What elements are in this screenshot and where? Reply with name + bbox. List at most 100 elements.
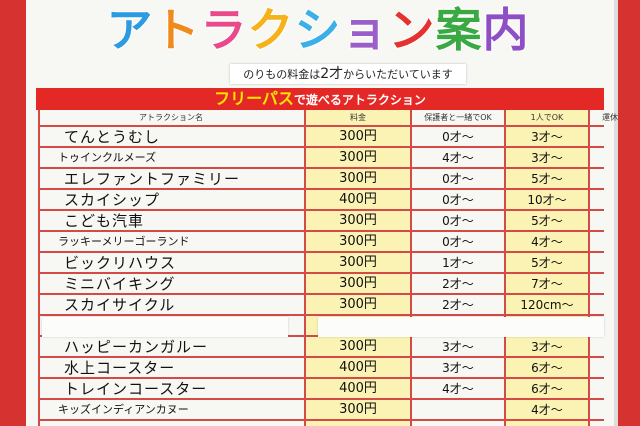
free-pass-label: フリーパス bbox=[214, 89, 294, 108]
table-row: スカイサイクル 300円 2才～ 120cm～ bbox=[38, 295, 604, 316]
fare-note-pre: のりもの料金は bbox=[243, 68, 321, 81]
title-char: ト bbox=[153, 2, 201, 58]
board-frame-shadow bbox=[614, 0, 618, 426]
attraction-price: 300円 bbox=[339, 297, 377, 312]
attraction-price: 300円 bbox=[339, 276, 377, 291]
attraction-price: 300円 bbox=[339, 339, 377, 354]
covered-row-patch bbox=[42, 317, 288, 337]
attraction-alone-age: 120cm～ bbox=[520, 298, 574, 312]
attraction-guardian-age: 2才～ bbox=[442, 298, 474, 312]
attraction-alone-age: 6才～ bbox=[531, 361, 563, 375]
attraction-alone-age: 7才～ bbox=[531, 277, 563, 291]
header-name: アトラクション名 bbox=[139, 113, 203, 122]
free-pass-caption: で遊べるアトラクション bbox=[293, 93, 426, 107]
attraction-name: トレインコースター bbox=[64, 380, 208, 398]
board-title: アトラクション案内 bbox=[88, 2, 548, 58]
attraction-guardian-age: 4才～ bbox=[442, 382, 474, 396]
attraction-alone-age: 4才～ bbox=[531, 403, 563, 417]
attraction-guardian-age: 1才～ bbox=[442, 256, 474, 270]
header-alone: 1人でOK bbox=[530, 113, 564, 122]
grid-line bbox=[304, 110, 306, 426]
attraction-name: スカイサイクル bbox=[64, 296, 176, 314]
covered-row-patch bbox=[318, 317, 604, 337]
table-row: ハッピーカンガルー 300円 3才～ 3才～ bbox=[38, 337, 604, 358]
attraction-price: 300円 bbox=[339, 171, 377, 186]
alone-column-bg bbox=[506, 110, 590, 426]
attraction-alone-age: 6才～ bbox=[531, 382, 563, 396]
title-char: ク bbox=[247, 2, 295, 58]
title-char: ョ bbox=[341, 2, 389, 58]
title-char: ン bbox=[388, 2, 436, 58]
attraction-guardian-age bbox=[412, 400, 504, 420]
table-row: 水上コースター 400円 3才～ 6才～ bbox=[38, 358, 604, 379]
board-frame-left bbox=[0, 0, 26, 426]
table-row: エレファントファミリー 300円 0才～ 5才～ bbox=[38, 169, 604, 190]
attraction-name: エレファントファミリー bbox=[64, 170, 241, 188]
fare-note-age: 2才 bbox=[320, 66, 344, 82]
fare-note-post: からいただいています bbox=[343, 68, 453, 81]
attraction-alone-age: 4才～ bbox=[531, 235, 563, 249]
attraction-name: キッズインディアンカヌー bbox=[58, 403, 189, 416]
attraction-guardian-age: 4才～ bbox=[442, 151, 474, 165]
table-row: トレインコースター 400円 4才～ 6才～ bbox=[38, 379, 604, 400]
attraction-guardian-age: 0才～ bbox=[442, 235, 474, 249]
attraction-guardian-age: 3才～ bbox=[442, 340, 474, 354]
attraction-alone-age: 10才～ bbox=[527, 193, 567, 207]
attraction-name: ハッピーカンガルー bbox=[64, 338, 209, 356]
attraction-name: 水上コースター bbox=[64, 359, 176, 377]
header-guardian: 保護者と一緒でOK bbox=[424, 113, 492, 122]
table-row: こども汽車 300円 0才～ 5才～ bbox=[38, 211, 604, 232]
attraction-name: ミニバイキング bbox=[64, 275, 176, 293]
attraction-price: 400円 bbox=[339, 192, 377, 207]
title-char: ラ bbox=[200, 2, 248, 58]
grid-line bbox=[410, 110, 412, 426]
title-char: ア bbox=[106, 2, 154, 58]
attraction-price: 300円 bbox=[339, 402, 377, 417]
attraction-price: 400円 bbox=[339, 360, 377, 375]
table-row: キッズインディアンカヌー 300円 4才～ bbox=[38, 400, 604, 421]
grid-line bbox=[504, 110, 506, 426]
attraction-price: 300円 bbox=[339, 150, 377, 165]
attraction-guardian-age: 2才～ bbox=[442, 277, 474, 291]
attraction-price: 300円 bbox=[339, 129, 377, 144]
title-char: 案 bbox=[435, 2, 483, 58]
attraction-price: 300円 bbox=[339, 234, 377, 249]
table-row: ラッキーメリーゴーランド 300円 0才～ 4才～ bbox=[38, 232, 604, 253]
attraction-guardian-age: 0才～ bbox=[442, 193, 474, 207]
attraction-alone-age: 3才～ bbox=[531, 340, 563, 354]
attraction-table: アトラクション名 料金 保護者と一緒でOK 1人でOK 運休 てんとうむし 300… bbox=[38, 110, 618, 426]
attraction-alone-age: 5才～ bbox=[531, 214, 563, 228]
attraction-name: こども汽車 bbox=[64, 212, 145, 230]
price-column-bg bbox=[306, 110, 412, 426]
board-frame-right bbox=[618, 0, 640, 426]
table-row: てんとうむし 300円 0才～ 3才～ bbox=[38, 127, 604, 148]
header-price: 料金 bbox=[350, 113, 366, 122]
fare-note: のりもの料金は2才からいただいています bbox=[230, 64, 466, 84]
attraction-name: ラッキーメリーゴーランド bbox=[58, 235, 190, 248]
table-row: ミニバイキング 300円 2才～ 7才～ bbox=[38, 274, 604, 295]
attraction-alone-age: 5才～ bbox=[531, 256, 563, 270]
attraction-guardian-age: 0才～ bbox=[442, 172, 474, 186]
attraction-name: トゥインクルメーズ bbox=[58, 151, 157, 164]
attraction-alone-age: 3才～ bbox=[531, 130, 563, 144]
grid-line bbox=[38, 110, 40, 426]
title-char: シ bbox=[294, 2, 342, 58]
title-char: 内 bbox=[482, 2, 530, 58]
table-row: トゥインクルメーズ 300円 4才～ 3才～ bbox=[38, 148, 604, 169]
attraction-alone-age: 3才～ bbox=[531, 151, 563, 165]
attraction-guardian-age: 3才～ bbox=[442, 361, 474, 375]
attraction-price: 300円 bbox=[339, 213, 377, 228]
free-pass-banner: フリーパスで遊べるアトラクション bbox=[36, 88, 604, 110]
attraction-name: ビックリハウス bbox=[64, 254, 177, 272]
grid-line bbox=[588, 110, 590, 426]
attraction-alone-age: 5才～ bbox=[531, 172, 563, 186]
table-row: ビックリハウス 300円 1才～ 5才～ bbox=[38, 253, 604, 274]
table-row: スカイシップ 400円 0才～ 10才～ bbox=[38, 190, 604, 211]
attraction-name: スカイシップ bbox=[64, 191, 161, 209]
attraction-guardian-age: 0才～ bbox=[442, 214, 474, 228]
attraction-name: てんとうむし bbox=[64, 128, 161, 146]
header-closed: 運休 bbox=[602, 113, 618, 122]
table-header: アトラクション名 料金 保護者と一緒でOK 1人でOK 運休 bbox=[38, 110, 618, 127]
attraction-guardian-age: 0才～ bbox=[442, 130, 474, 144]
